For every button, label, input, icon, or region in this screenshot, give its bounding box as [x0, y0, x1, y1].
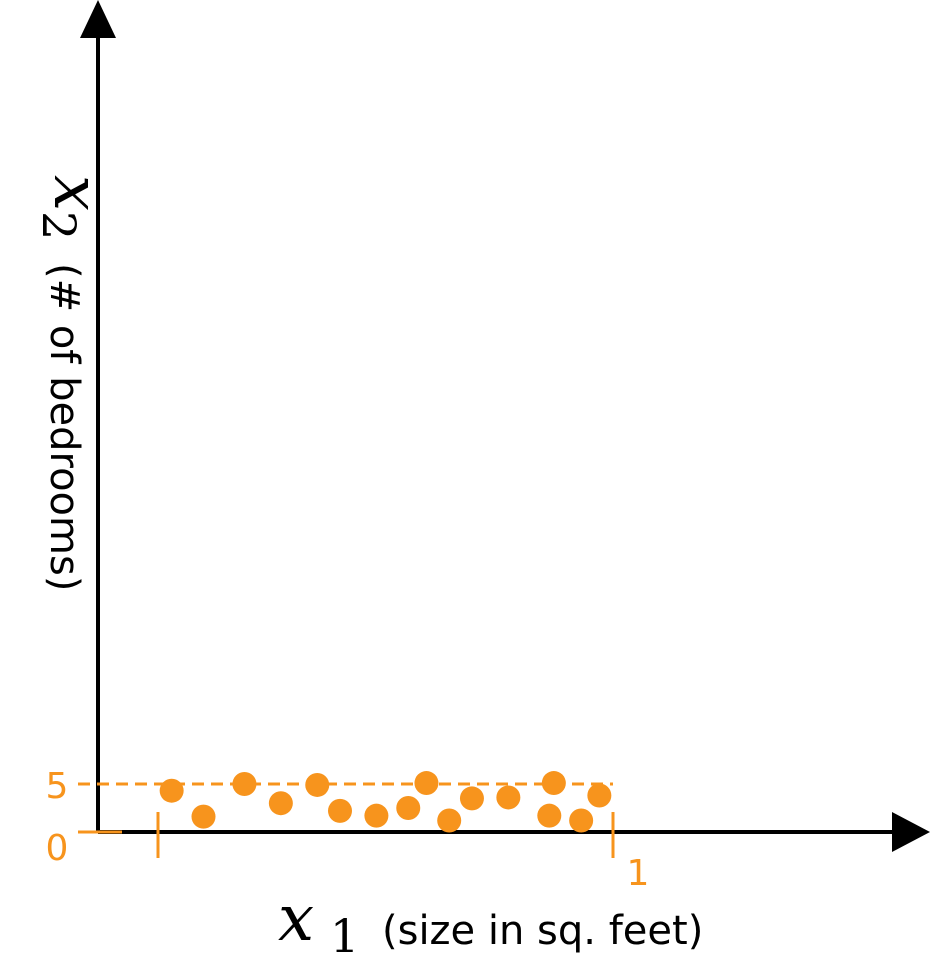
data-point-7	[364, 803, 389, 828]
x-tick-label-1: 1	[627, 853, 650, 894]
x-axis-arrow	[892, 812, 930, 852]
data-point-12	[496, 785, 521, 810]
data-point-2	[191, 804, 216, 829]
y-axis-label: x 2 (# of bedrooms)	[32, 175, 113, 591]
x-axis-variable: x	[278, 882, 314, 956]
y-axis-variable: x	[39, 175, 113, 211]
data-point-16	[587, 783, 612, 808]
y-axis-description: (# of bedrooms)	[41, 263, 87, 591]
data-point-10	[437, 808, 462, 833]
data-point-1	[159, 778, 184, 803]
data-point-3	[232, 772, 257, 796]
x-axis-subscript: 1	[330, 909, 359, 959]
y-axis-subscript: 2	[32, 211, 86, 240]
x-axis-label: x 1 (size in sq. feet)	[278, 882, 703, 959]
x-axis-description: (size in sq. feet)	[382, 908, 703, 954]
y-tick-label-0: 0	[46, 828, 69, 869]
data-point-14	[537, 803, 562, 828]
data-point-4	[268, 791, 293, 816]
data-point-11	[459, 786, 484, 811]
data-points	[159, 771, 612, 833]
data-point-8	[396, 796, 421, 820]
data-point-15	[569, 808, 594, 833]
data-point-6	[328, 798, 352, 823]
y-axis-arrow	[80, 0, 116, 38]
data-point-9	[414, 771, 439, 796]
data-point-5	[305, 772, 330, 797]
y-tick-label-5: 5	[46, 766, 69, 807]
data-point-13	[541, 771, 566, 796]
